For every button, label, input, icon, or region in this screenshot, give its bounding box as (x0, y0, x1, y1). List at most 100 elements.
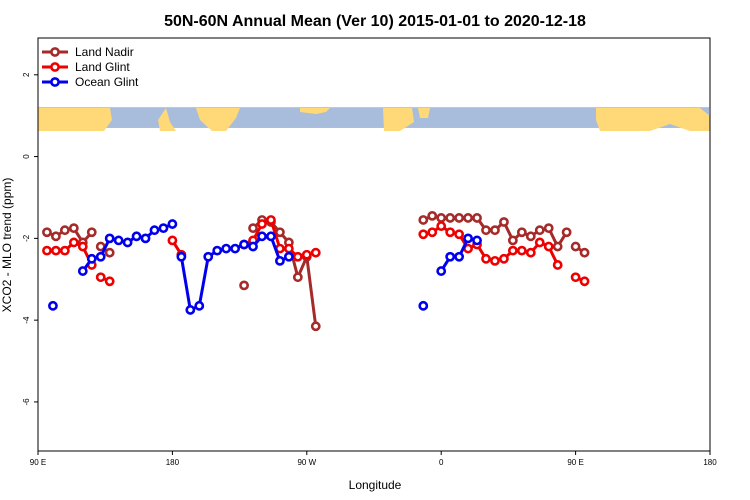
data-point (436, 266, 447, 276)
data-point (516, 245, 527, 256)
data-point (248, 241, 258, 252)
data-point (95, 251, 106, 262)
data-point (427, 210, 438, 221)
map-strip (38, 107, 710, 131)
data-point (552, 241, 563, 252)
data-point (59, 245, 70, 256)
legend-marker (50, 62, 60, 72)
map-land (196, 108, 240, 131)
x-tick-label: 0 (439, 458, 444, 467)
map-land (300, 108, 330, 114)
data-point (543, 241, 554, 252)
data-point (463, 213, 473, 223)
data-point (472, 235, 482, 246)
legend-label: Land Glint (75, 60, 130, 74)
series-ocean-glint (48, 219, 482, 315)
data-point (454, 251, 465, 262)
plot-frame (37, 37, 711, 452)
data-point (86, 227, 97, 238)
data-point (445, 213, 456, 223)
data-point (525, 247, 536, 258)
data-point (275, 255, 285, 266)
data-point (283, 251, 294, 262)
data-point (561, 227, 572, 238)
data-point (445, 227, 456, 238)
x-axis: 90 E 180 90 W 0 90 E 180 (30, 451, 717, 467)
data-point (266, 231, 276, 242)
data-point (490, 225, 500, 236)
data-point (454, 229, 465, 240)
data-point (239, 280, 249, 291)
legend-marker (50, 47, 60, 57)
data-point (176, 251, 187, 262)
data-point (579, 276, 590, 287)
data-point (516, 227, 527, 238)
data-point (490, 255, 500, 266)
data-point (481, 253, 491, 264)
data-point (185, 305, 196, 315)
x-axis-label: Longitude (349, 478, 402, 492)
data-point (42, 245, 52, 256)
data-point (104, 247, 115, 258)
data-point (570, 241, 581, 252)
data-point (292, 272, 303, 283)
data-point (149, 225, 160, 236)
data-point (418, 300, 429, 311)
legend-marker (50, 77, 60, 87)
data-point (257, 231, 267, 242)
data-point (499, 217, 509, 227)
map-land (158, 108, 176, 131)
data-point (203, 251, 214, 262)
x-tick-label: 90 W (297, 458, 316, 467)
data-point (221, 243, 232, 254)
data-point (436, 213, 447, 223)
data-point (230, 243, 241, 254)
data-point (212, 245, 223, 256)
data-point (283, 243, 294, 254)
map-land (38, 108, 112, 131)
data-point (86, 253, 97, 264)
chart-title: 50N-60N Annual Mean (Ver 10) 2015-01-01 … (164, 13, 586, 30)
data-point (68, 223, 79, 234)
data-point (534, 225, 545, 236)
y-axis-label: XCO2 - MLO trend (ppm) (0, 178, 14, 313)
data-point (552, 260, 563, 270)
legend-label: Land Nadir (75, 45, 134, 59)
data-point (266, 215, 276, 225)
x-tick-label: 180 (703, 458, 717, 467)
data-point (481, 225, 491, 236)
data-point (499, 253, 509, 264)
x-tick-label: 90 E (30, 458, 46, 467)
data-point (534, 237, 545, 248)
x-tick-label: 180 (166, 458, 180, 467)
data-point (104, 233, 115, 244)
data-point (418, 229, 429, 240)
data-point (77, 241, 88, 252)
data-point (472, 213, 482, 223)
y-tick-label: -2 (22, 234, 31, 242)
data-point (239, 239, 249, 250)
data-point (140, 233, 151, 244)
data-point (507, 235, 518, 246)
data-point (427, 227, 438, 238)
data-point (42, 227, 52, 238)
data-point (463, 233, 473, 244)
data-point (122, 237, 133, 248)
data-point (158, 223, 169, 234)
data-point (131, 231, 142, 242)
legend-label: Ocean Glint (75, 75, 139, 89)
data-point (525, 231, 536, 242)
data-point (436, 221, 447, 231)
data-point (445, 251, 456, 262)
y-tick-label: -4 (22, 316, 31, 324)
data-point (292, 251, 303, 262)
data-point (77, 266, 88, 276)
y-tick-label: 0 (22, 154, 31, 159)
y-axis: 2 0 -2 -4 -6 (22, 72, 38, 405)
map-land (596, 108, 710, 131)
series-layer (42, 210, 590, 332)
data-point (275, 227, 285, 238)
series-land-glint (42, 215, 590, 287)
